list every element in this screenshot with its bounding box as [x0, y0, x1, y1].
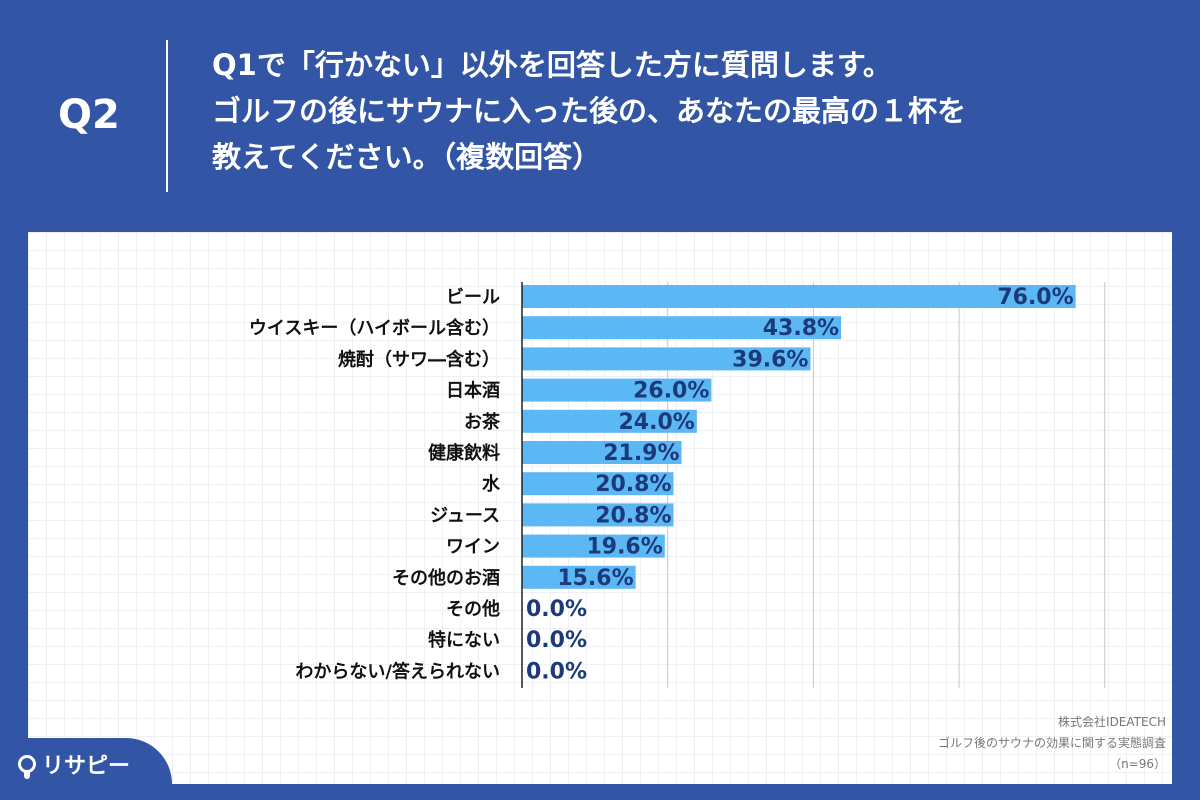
bar-5 [522, 441, 682, 464]
bar-1 [522, 316, 842, 340]
value-label: 0.0% [526, 597, 587, 622]
bar-4 [522, 409, 697, 433]
category-label: 水 [482, 473, 501, 495]
bar-2 [522, 347, 811, 371]
question-number: Q2 [58, 92, 120, 138]
category-label: 特にない [428, 629, 500, 651]
question-line-3: 教えてください。（複数回答） [212, 140, 602, 174]
category-label: 焼酎（サワ―含む） [338, 348, 500, 370]
value-label: 43.8% [763, 316, 839, 341]
value-label: 39.6% [732, 347, 808, 372]
category-label: その他 [446, 598, 500, 620]
header: Q2 Q1で「行かない」以外を回答した方に質問します。 ゴルフの後にサウナに入っ… [0, 0, 1200, 232]
category-label: ジュース [430, 505, 500, 526]
category-label: わからない/答えられない [295, 660, 500, 682]
bar-chart: ビール 76.0% ウイスキー（ハイボール含む） 43.8% 焼酎（サワ―含む） 39.6… [249, 282, 1106, 688]
bar-6 [522, 472, 674, 496]
logo: リサピー [18, 748, 130, 780]
category-label: ビール [446, 287, 500, 308]
source-survey: ゴルフ後のサウナの効果に関する実態調査 [937, 736, 1166, 750]
value-label: 24.0% [619, 410, 695, 435]
logo-text: リサピー [42, 754, 131, 779]
chart-panel: ビール 76.0% ウイスキー（ハイボール含む） 43.8% 焼酎（サワ―含む） 39.6… [28, 232, 1172, 784]
source-note: 株式会社IDEATECH ゴルフ後のサウナの効果に関する実態調査 （n=96） [938, 712, 1166, 775]
category-label: ウイスキー（ハイボール含む） [249, 317, 500, 339]
value-label: 15.6% [557, 566, 633, 591]
bar-0 [522, 285, 1076, 308]
bar-3 [522, 378, 712, 402]
question-text: Q1で「行かない」以外を回答した方に質問します。 ゴルフの後にサウナに入った後の… [212, 42, 1172, 180]
bar-7 [522, 503, 674, 527]
question-line-1: Q1で「行かない」以外を回答した方に質問します。 [212, 48, 892, 82]
value-label: 20.8% [595, 503, 671, 528]
category-label: 健康飲料 [428, 442, 500, 464]
bar-9 [522, 565, 636, 589]
category-label: ワイン [446, 537, 500, 558]
value-label: 20.8% [595, 472, 671, 497]
question-line-2: ゴルフの後にサウナに入った後の、あなたの最高の１杯を [212, 94, 967, 128]
bar-8 [522, 534, 665, 558]
pin-icon [18, 755, 36, 779]
value-label: 0.0% [526, 628, 587, 653]
value-label: 21.9% [603, 441, 679, 466]
source-company: 株式会社IDEATECH [1058, 715, 1166, 729]
category-label: その他のお酒 [392, 567, 500, 589]
header-divider [166, 40, 168, 192]
source-sample: （n=96） [1109, 757, 1166, 771]
value-label: 26.0% [633, 379, 709, 404]
category-label: お茶 [464, 411, 501, 433]
value-label: 76.0% [997, 285, 1073, 310]
value-label: 19.6% [586, 535, 662, 560]
category-label: 日本酒 [446, 380, 500, 402]
value-label: 0.0% [526, 659, 587, 684]
